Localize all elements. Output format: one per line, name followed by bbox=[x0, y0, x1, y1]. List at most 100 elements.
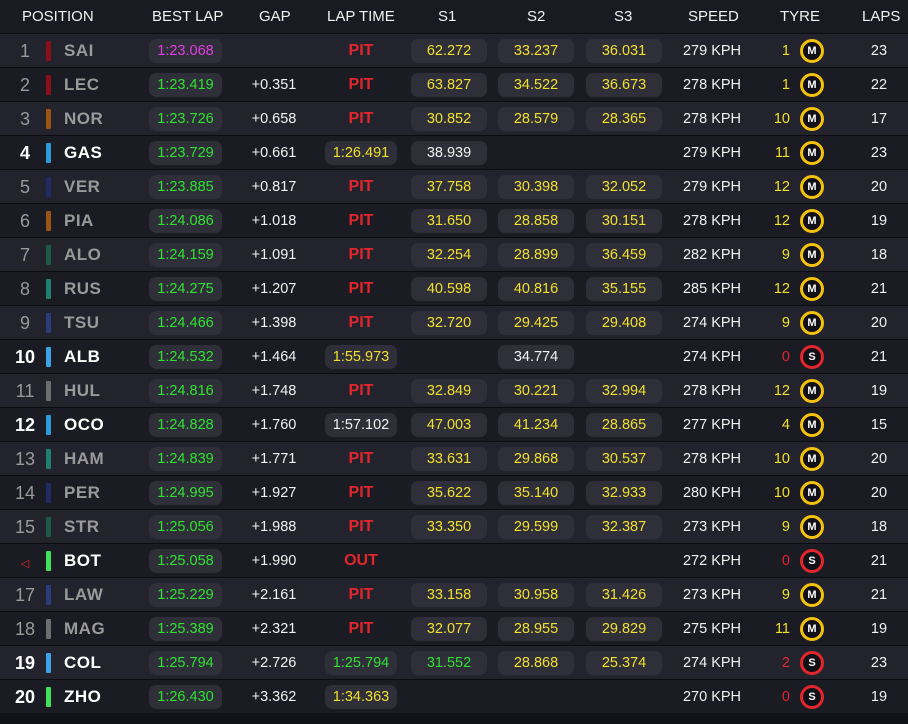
team-color-bar bbox=[46, 211, 51, 231]
tyre-age: 0 bbox=[781, 349, 790, 365]
pit-status: PIT bbox=[348, 76, 374, 93]
laps-count: 18 bbox=[870, 247, 888, 263]
driver-code[interactable]: ALO bbox=[64, 245, 102, 264]
best-lap-time: 1:24.839 bbox=[149, 447, 222, 471]
soft-tyre-icon: S bbox=[800, 345, 824, 369]
laps-count: 19 bbox=[870, 689, 888, 705]
driver-code[interactable]: LEC bbox=[64, 75, 100, 94]
tyre-age: 9 bbox=[781, 247, 790, 263]
table-row[interactable]: ◁ BOT 1:25.058 +1.990 OUT 272 KPH 0 S 21 bbox=[0, 543, 908, 577]
position-value: 18 bbox=[14, 619, 36, 639]
driver-code[interactable]: ALB bbox=[64, 347, 101, 366]
table-row[interactable]: 7 ALO 1:24.159 +1.091 PIT 32.254 28.899 36.459 2… bbox=[0, 237, 908, 271]
position-number: 10 bbox=[10, 340, 40, 374]
table-row[interactable]: 6 PIA 1:24.086 +1.018 PIT 31.650 28.858 30.151 2… bbox=[0, 203, 908, 237]
header-s2[interactable]: S2 bbox=[527, 8, 546, 25]
pit-status: PIT bbox=[348, 518, 374, 535]
header-lap-time[interactable]: LAP TIME bbox=[327, 8, 395, 25]
driver-code[interactable]: MAG bbox=[64, 619, 106, 638]
position-number: 2 bbox=[10, 68, 40, 102]
table-row[interactable]: 3 NOR 1:23.726 +0.658 PIT 30.852 28.579 28.365 2… bbox=[0, 101, 908, 135]
driver-code[interactable]: SAI bbox=[64, 41, 94, 60]
sector-s3-time: 35.155 bbox=[586, 277, 662, 301]
driver-code[interactable]: BOT bbox=[64, 551, 102, 570]
table-row[interactable]: 14 PER 1:24.995 +1.927 PIT 35.622 35.140 32.933… bbox=[0, 475, 908, 509]
table-row[interactable]: 15 STR 1:25.056 +1.988 PIT 33.350 29.599 32.387… bbox=[0, 509, 908, 543]
team-color-bar bbox=[46, 687, 51, 707]
header-best-lap[interactable]: BEST LAP bbox=[152, 8, 224, 25]
table-row[interactable]: 5 VER 1:23.885 +0.817 PIT 37.758 30.398 32.052 2… bbox=[0, 169, 908, 203]
speed-value: 278 KPH bbox=[682, 383, 742, 399]
laps-count: 22 bbox=[870, 77, 888, 93]
driver-code[interactable]: PIA bbox=[64, 211, 94, 230]
table-row[interactable]: 2 LEC 1:23.419 +0.351 PIT 63.827 34.522 36.673 2… bbox=[0, 67, 908, 101]
table-row[interactable]: 11 HUL 1:24.816 +1.748 PIT 32.849 30.221 32.994… bbox=[0, 373, 908, 407]
gap-value: +1.988 bbox=[251, 519, 297, 535]
gap-value: +1.990 bbox=[251, 553, 297, 569]
position-number: 18 bbox=[10, 612, 40, 646]
header-speed[interactable]: SPEED bbox=[688, 8, 739, 25]
driver-code[interactable]: VER bbox=[64, 177, 101, 196]
position-value: 9 bbox=[19, 313, 30, 333]
sector-s1-time: 40.598 bbox=[411, 277, 487, 301]
header-gap[interactable]: GAP bbox=[259, 8, 291, 25]
driver-code[interactable]: NOR bbox=[64, 109, 104, 128]
driver-code[interactable]: PER bbox=[64, 483, 101, 502]
tyre-age: 11 bbox=[774, 621, 790, 637]
driver-code[interactable]: STR bbox=[64, 517, 100, 536]
position-number: 1 bbox=[10, 34, 40, 68]
driver-code[interactable]: HAM bbox=[64, 449, 105, 468]
driver-code[interactable]: GAS bbox=[64, 143, 103, 162]
position-number: 19 bbox=[10, 646, 40, 680]
soft-tyre-icon: S bbox=[800, 651, 824, 675]
team-color-bar bbox=[46, 75, 51, 95]
best-lap-time: 1:25.058 bbox=[149, 549, 222, 573]
table-row[interactable]: 9 TSU 1:24.466 +1.398 PIT 32.720 29.425 29.408 2… bbox=[0, 305, 908, 339]
table-row[interactable]: 19 COL 1:25.794 +2.726 1:25.794 31.552 28.868 2… bbox=[0, 645, 908, 679]
table-row[interactable]: 13 HAM 1:24.839 +1.771 PIT 33.631 29.868 30.537… bbox=[0, 441, 908, 475]
table-row[interactable]: 1 SAI 1:23.068 PIT 62.272 33.237 36.031 279 KPH… bbox=[0, 33, 908, 67]
driver-code[interactable]: RUS bbox=[64, 279, 102, 298]
driver-code[interactable]: ZHO bbox=[64, 687, 102, 706]
table-row[interactable]: 12 OCO 1:24.828 +1.760 1:57.102 47.003 41.234 2… bbox=[0, 407, 908, 441]
driver-code[interactable]: HUL bbox=[64, 381, 101, 400]
driver-code[interactable]: TSU bbox=[64, 313, 100, 332]
driver-code[interactable]: COL bbox=[64, 653, 102, 672]
header-laps[interactable]: LAPS bbox=[862, 8, 901, 25]
laps-count: 21 bbox=[870, 281, 888, 297]
tyre-age: 12 bbox=[773, 213, 790, 229]
pit-status: PIT bbox=[348, 178, 374, 195]
table-header: POSITION BEST LAP GAP LAP TIME S1 S2 S3 … bbox=[0, 0, 908, 33]
table-row[interactable]: 8 RUS 1:24.275 +1.207 PIT 40.598 40.816 35.155 2… bbox=[0, 271, 908, 305]
best-lap-time: 1:24.816 bbox=[149, 379, 222, 403]
table-row[interactable]: 18 MAG 1:25.389 +2.321 PIT 32.077 28.955 29.829… bbox=[0, 611, 908, 645]
header-tyre[interactable]: TYRE bbox=[780, 8, 821, 25]
sector-s2-time: 29.425 bbox=[498, 311, 574, 335]
pit-status: PIT bbox=[348, 450, 374, 467]
driver-code[interactable]: LAW bbox=[64, 585, 104, 604]
lap-time: 1:55.973 bbox=[325, 345, 397, 369]
table-row[interactable]: 20 ZHO 1:26.430 +3.362 1:34.363 270 KPH 0 S 19 bbox=[0, 679, 908, 713]
header-s3[interactable]: S3 bbox=[614, 8, 633, 25]
medium-tyre-icon: M bbox=[800, 73, 824, 97]
header-position[interactable]: POSITION bbox=[22, 8, 94, 25]
team-color-bar bbox=[46, 619, 51, 639]
team-color-bar bbox=[46, 449, 51, 469]
driver-code[interactable]: OCO bbox=[64, 415, 105, 434]
medium-tyre-icon: M bbox=[800, 277, 824, 301]
table-row[interactable]: 4 GAS 1:23.729 +0.661 1:26.491 38.939 279 KPH 1… bbox=[0, 135, 908, 169]
header-s1[interactable]: S1 bbox=[438, 8, 457, 25]
laps-count: 21 bbox=[870, 553, 888, 569]
gap-value: +1.464 bbox=[251, 349, 297, 365]
table-row[interactable]: 10 ALB 1:24.532 +1.464 1:55.973 34.774 274 KPH… bbox=[0, 339, 908, 373]
laps-count: 21 bbox=[870, 587, 888, 603]
speed-value: 285 KPH bbox=[682, 281, 742, 297]
sector-s3-time: 29.408 bbox=[586, 311, 662, 335]
sector-s2-time: 30.398 bbox=[498, 175, 574, 199]
table-row[interactable]: 17 LAW 1:25.229 +2.161 PIT 33.158 30.958 31.426… bbox=[0, 577, 908, 611]
pit-status: PIT bbox=[348, 382, 374, 399]
position-value: 3 bbox=[19, 109, 30, 129]
gap-value: +2.161 bbox=[251, 587, 297, 603]
speed-value: 278 KPH bbox=[682, 77, 742, 93]
position-value: 15 bbox=[14, 517, 36, 537]
